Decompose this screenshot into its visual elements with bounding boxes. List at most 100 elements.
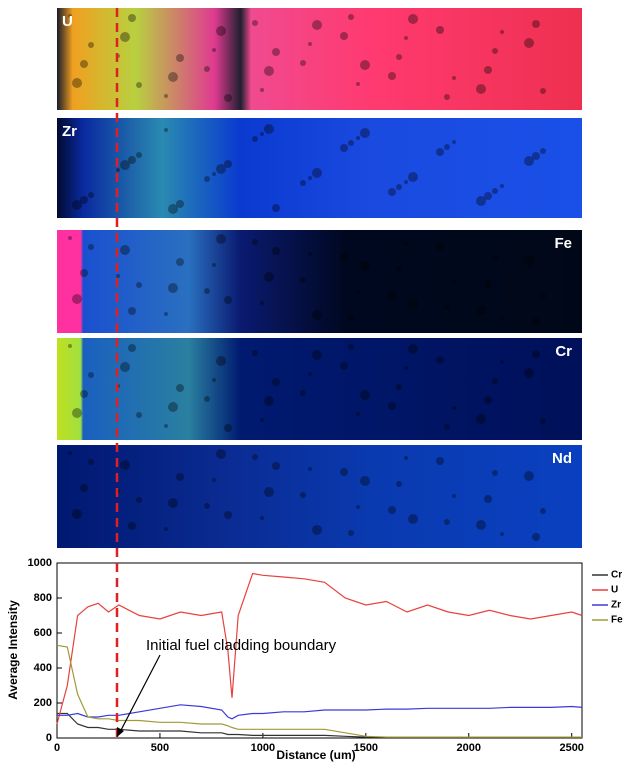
map-texture <box>72 509 82 519</box>
map-texture <box>444 424 450 430</box>
map-texture <box>168 204 178 214</box>
map-texture <box>540 508 546 514</box>
map-texture <box>452 279 456 283</box>
map-texture <box>500 184 504 188</box>
map-texture <box>444 304 450 310</box>
y-tick-label: 200 <box>34 697 52 709</box>
map-texture <box>312 350 322 360</box>
map-texture <box>136 412 142 418</box>
x-tick-label: 0 <box>54 742 60 754</box>
map-texture <box>72 294 82 304</box>
arrow-head <box>117 727 124 737</box>
map-texture <box>68 14 72 18</box>
map-texture <box>264 66 274 76</box>
map-texture <box>168 283 178 293</box>
legend-label: Zr <box>611 600 621 611</box>
map-texture <box>348 140 354 146</box>
map-texture <box>360 476 370 486</box>
map-texture <box>252 239 258 245</box>
map-texture <box>272 247 280 255</box>
map-texture <box>436 148 444 156</box>
map-texture <box>308 467 312 471</box>
y-tick-label: 1000 <box>28 557 52 569</box>
map-texture <box>80 196 88 204</box>
series-line <box>56 572 583 725</box>
map-texture <box>264 272 274 282</box>
map-texture <box>356 136 360 140</box>
map-texture <box>348 344 354 350</box>
legend-label: U <box>611 585 618 596</box>
map-texture <box>348 530 354 536</box>
x-tick-label: 2000 <box>457 742 481 754</box>
map-texture <box>216 449 226 459</box>
map-texture <box>308 252 312 256</box>
map-texture <box>500 30 504 34</box>
map-texture <box>252 350 258 356</box>
map-texture <box>88 192 94 198</box>
map-texture <box>404 456 408 460</box>
map-texture <box>404 36 408 40</box>
map-texture <box>308 176 312 180</box>
map-texture <box>128 307 136 315</box>
series-line <box>57 704 583 720</box>
map-texture <box>252 136 258 142</box>
x-tick-label: 2500 <box>559 742 583 754</box>
element-maps: U Zr Fe Cr Nd <box>57 8 582 548</box>
map-texture <box>136 282 142 288</box>
element-map <box>57 118 582 218</box>
map-texture <box>452 76 456 80</box>
map-texture <box>540 418 546 424</box>
map-texture <box>212 172 216 176</box>
map-texture <box>524 38 534 48</box>
map-texture <box>88 244 94 250</box>
map-texture <box>300 390 306 396</box>
map-texture <box>164 527 168 531</box>
map-texture <box>260 88 264 92</box>
map-texture <box>444 94 450 100</box>
map-texture <box>476 520 486 530</box>
map-texture <box>340 253 348 261</box>
map-texture <box>312 168 322 178</box>
map-texture <box>72 408 82 418</box>
x-tick-label: 500 <box>151 742 169 754</box>
map-texture <box>272 204 280 212</box>
map-texture <box>88 372 94 378</box>
panel-label: U <box>62 13 73 30</box>
y-tick-label: 0 <box>46 732 52 744</box>
map-texture <box>80 269 88 277</box>
map-texture <box>212 263 216 267</box>
map-texture <box>204 176 210 182</box>
map-texture <box>312 525 322 535</box>
map-texture <box>72 78 82 88</box>
map-texture <box>492 378 498 384</box>
x-tick-label: 1500 <box>354 742 378 754</box>
map-texture <box>532 20 540 28</box>
map-texture <box>492 470 498 476</box>
map-texture <box>308 42 312 46</box>
x-axis-title: Distance (um) <box>276 748 355 762</box>
map-texture <box>484 396 492 404</box>
map-texture <box>408 172 418 182</box>
map-texture <box>68 344 72 348</box>
map-texture <box>476 196 486 206</box>
map-texture <box>204 66 210 72</box>
map-texture <box>68 236 72 240</box>
map-texture <box>476 84 486 94</box>
map-texture <box>216 234 226 244</box>
map-texture <box>312 20 322 30</box>
map-texture <box>532 152 540 160</box>
map-texture <box>164 128 168 132</box>
map-texture <box>340 144 348 152</box>
map-texture <box>88 459 94 465</box>
map-texture <box>436 242 444 250</box>
x-tick-label: 1000 <box>251 742 275 754</box>
map-texture <box>356 505 360 509</box>
map-texture <box>128 156 136 164</box>
map-texture <box>408 14 418 24</box>
map-texture <box>72 200 82 210</box>
map-texture <box>340 468 348 476</box>
map-texture <box>68 124 72 128</box>
map-texture <box>444 144 450 150</box>
y-tick-label: 600 <box>34 627 52 639</box>
map-texture <box>524 156 534 166</box>
